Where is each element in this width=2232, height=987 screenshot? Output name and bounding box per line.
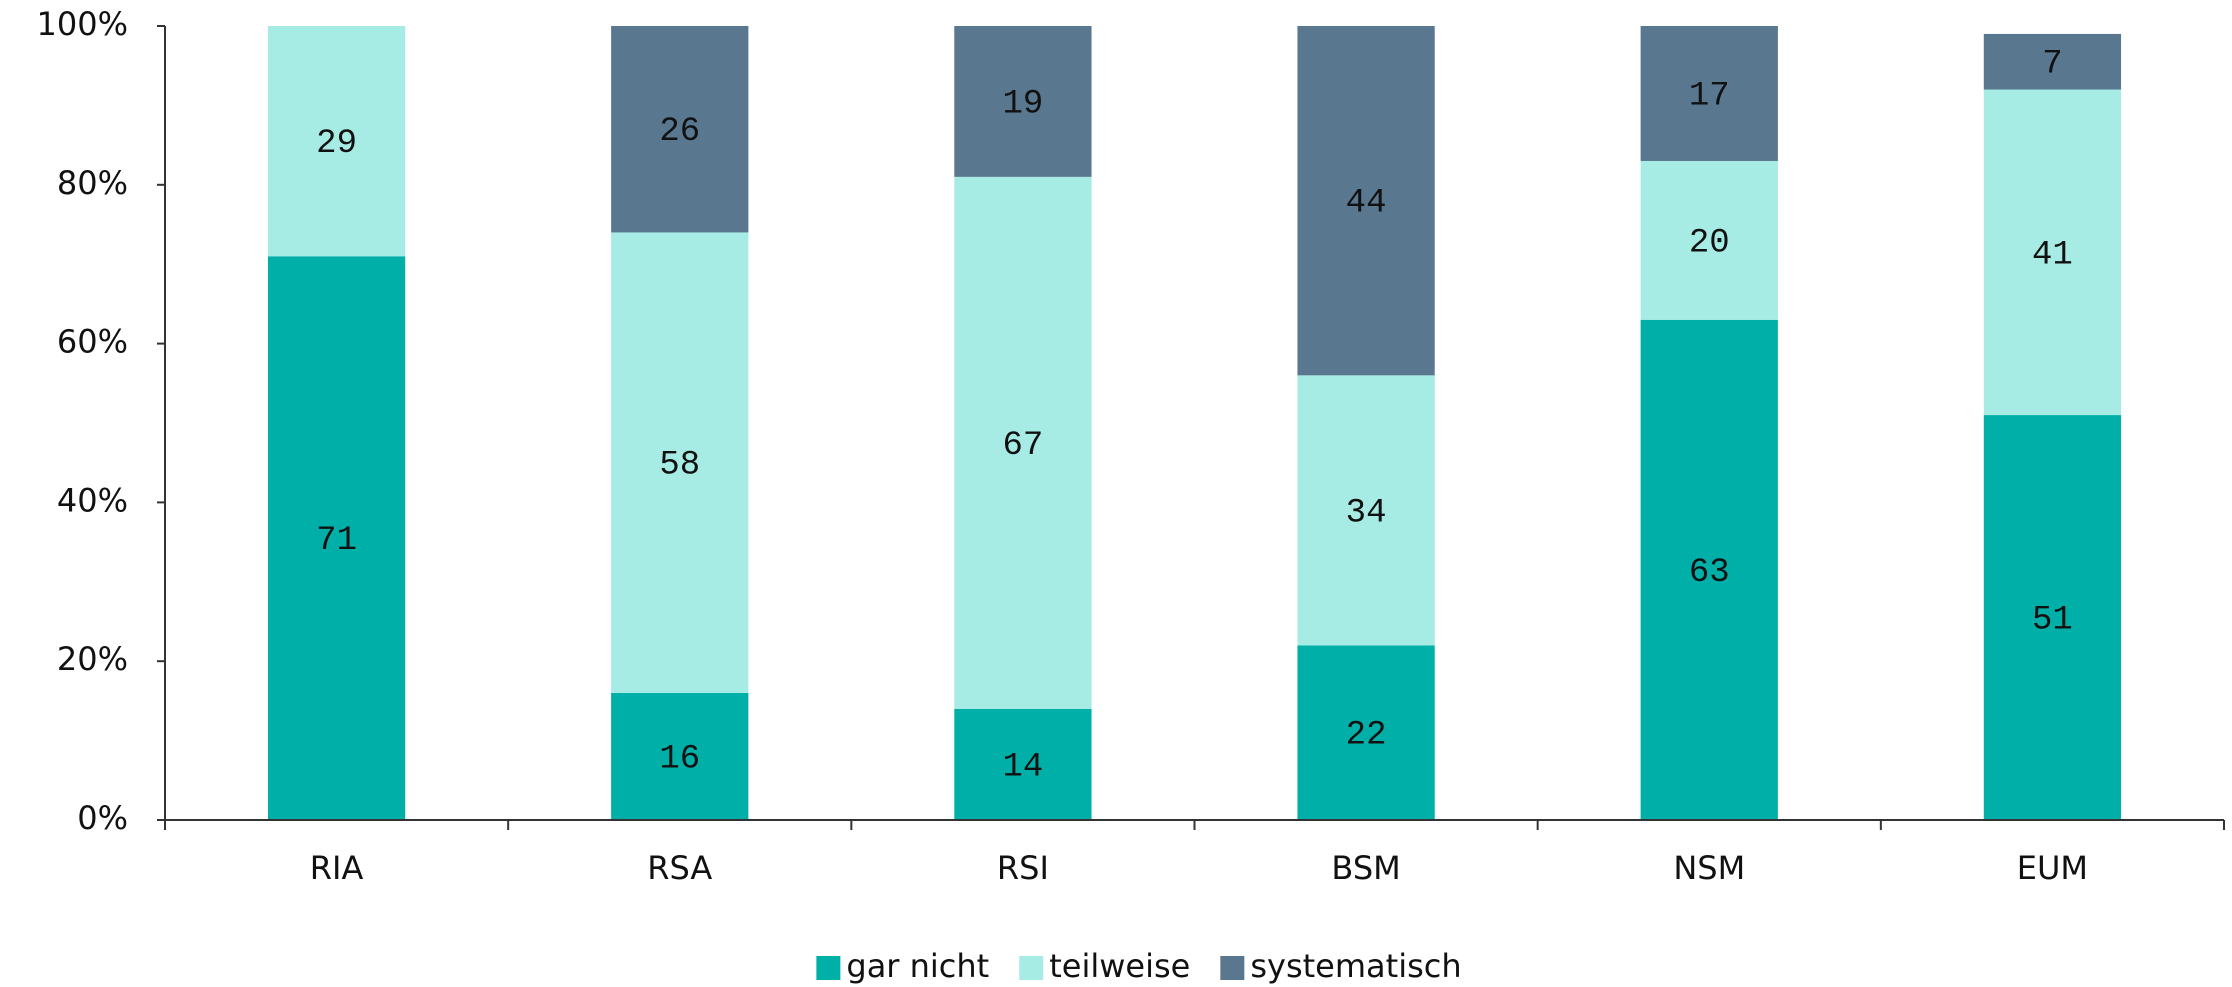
bar-segment xyxy=(1640,160,1778,320)
x-tick-label: RSI xyxy=(997,849,1049,887)
legend-swatch xyxy=(816,956,841,980)
bar-segment xyxy=(1983,89,2122,416)
data-label: 16 xyxy=(659,740,700,778)
legend-swatch xyxy=(1019,956,1044,980)
bar-segment xyxy=(1983,415,2122,820)
data-label: 19 xyxy=(1003,85,1044,123)
data-label: 34 xyxy=(1346,494,1387,532)
bar-segment xyxy=(954,176,1092,709)
legend-label: teilweise xyxy=(1049,947,1190,985)
data-label: 17 xyxy=(1689,77,1730,115)
legend-label: systematisch xyxy=(1250,947,1461,985)
y-tick-label: 80% xyxy=(57,164,128,202)
bar-segment xyxy=(1297,645,1435,820)
data-label: 51 xyxy=(2032,602,2073,640)
data-label: 22 xyxy=(1346,717,1387,755)
data-label: 67 xyxy=(1003,427,1044,465)
data-label: 26 xyxy=(659,113,700,151)
bar-segment xyxy=(611,232,749,693)
bar-segment xyxy=(1297,375,1435,646)
bar-segment xyxy=(267,26,406,257)
bar-segment xyxy=(611,26,749,233)
x-tick-label: NSM xyxy=(1673,849,1745,887)
y-tick-label: 40% xyxy=(57,481,128,519)
legend-swatch xyxy=(1220,956,1245,980)
data-label: 63 xyxy=(1689,554,1730,592)
data-label: 41 xyxy=(2032,236,2073,274)
legend-label: gar nicht xyxy=(846,947,989,985)
data-label: 7 xyxy=(2042,46,2062,84)
bar-segment xyxy=(1640,26,1778,161)
x-tick-label: EUM xyxy=(2017,849,2088,887)
data-label: 20 xyxy=(1689,224,1730,262)
bar-segment xyxy=(1640,319,1778,820)
data-label: 71 xyxy=(316,522,357,560)
y-tick-label: 0% xyxy=(77,799,128,837)
x-tick-label: RSA xyxy=(647,849,712,887)
y-tick-label: 20% xyxy=(57,640,128,678)
bar-segment xyxy=(611,692,749,820)
data-label: 58 xyxy=(659,447,700,485)
legend-item: systematisch xyxy=(1220,947,1462,985)
data-label: 29 xyxy=(316,125,357,163)
legend-item: teilweise xyxy=(1019,947,1190,985)
x-tick-label: RIA xyxy=(310,849,364,887)
bar-segment xyxy=(1983,33,2122,90)
bar-segment xyxy=(1297,26,1435,376)
y-tick-label: 100% xyxy=(37,5,128,43)
bar-segment xyxy=(954,26,1092,177)
data-label: 44 xyxy=(1346,185,1387,223)
legend-item: gar nicht xyxy=(816,947,989,985)
bar-segment xyxy=(954,708,1092,820)
x-tick-label: BSM xyxy=(1331,849,1400,887)
bar-segment xyxy=(267,256,406,820)
data-label: 14 xyxy=(1003,748,1044,786)
y-tick-label: 60% xyxy=(57,323,128,361)
